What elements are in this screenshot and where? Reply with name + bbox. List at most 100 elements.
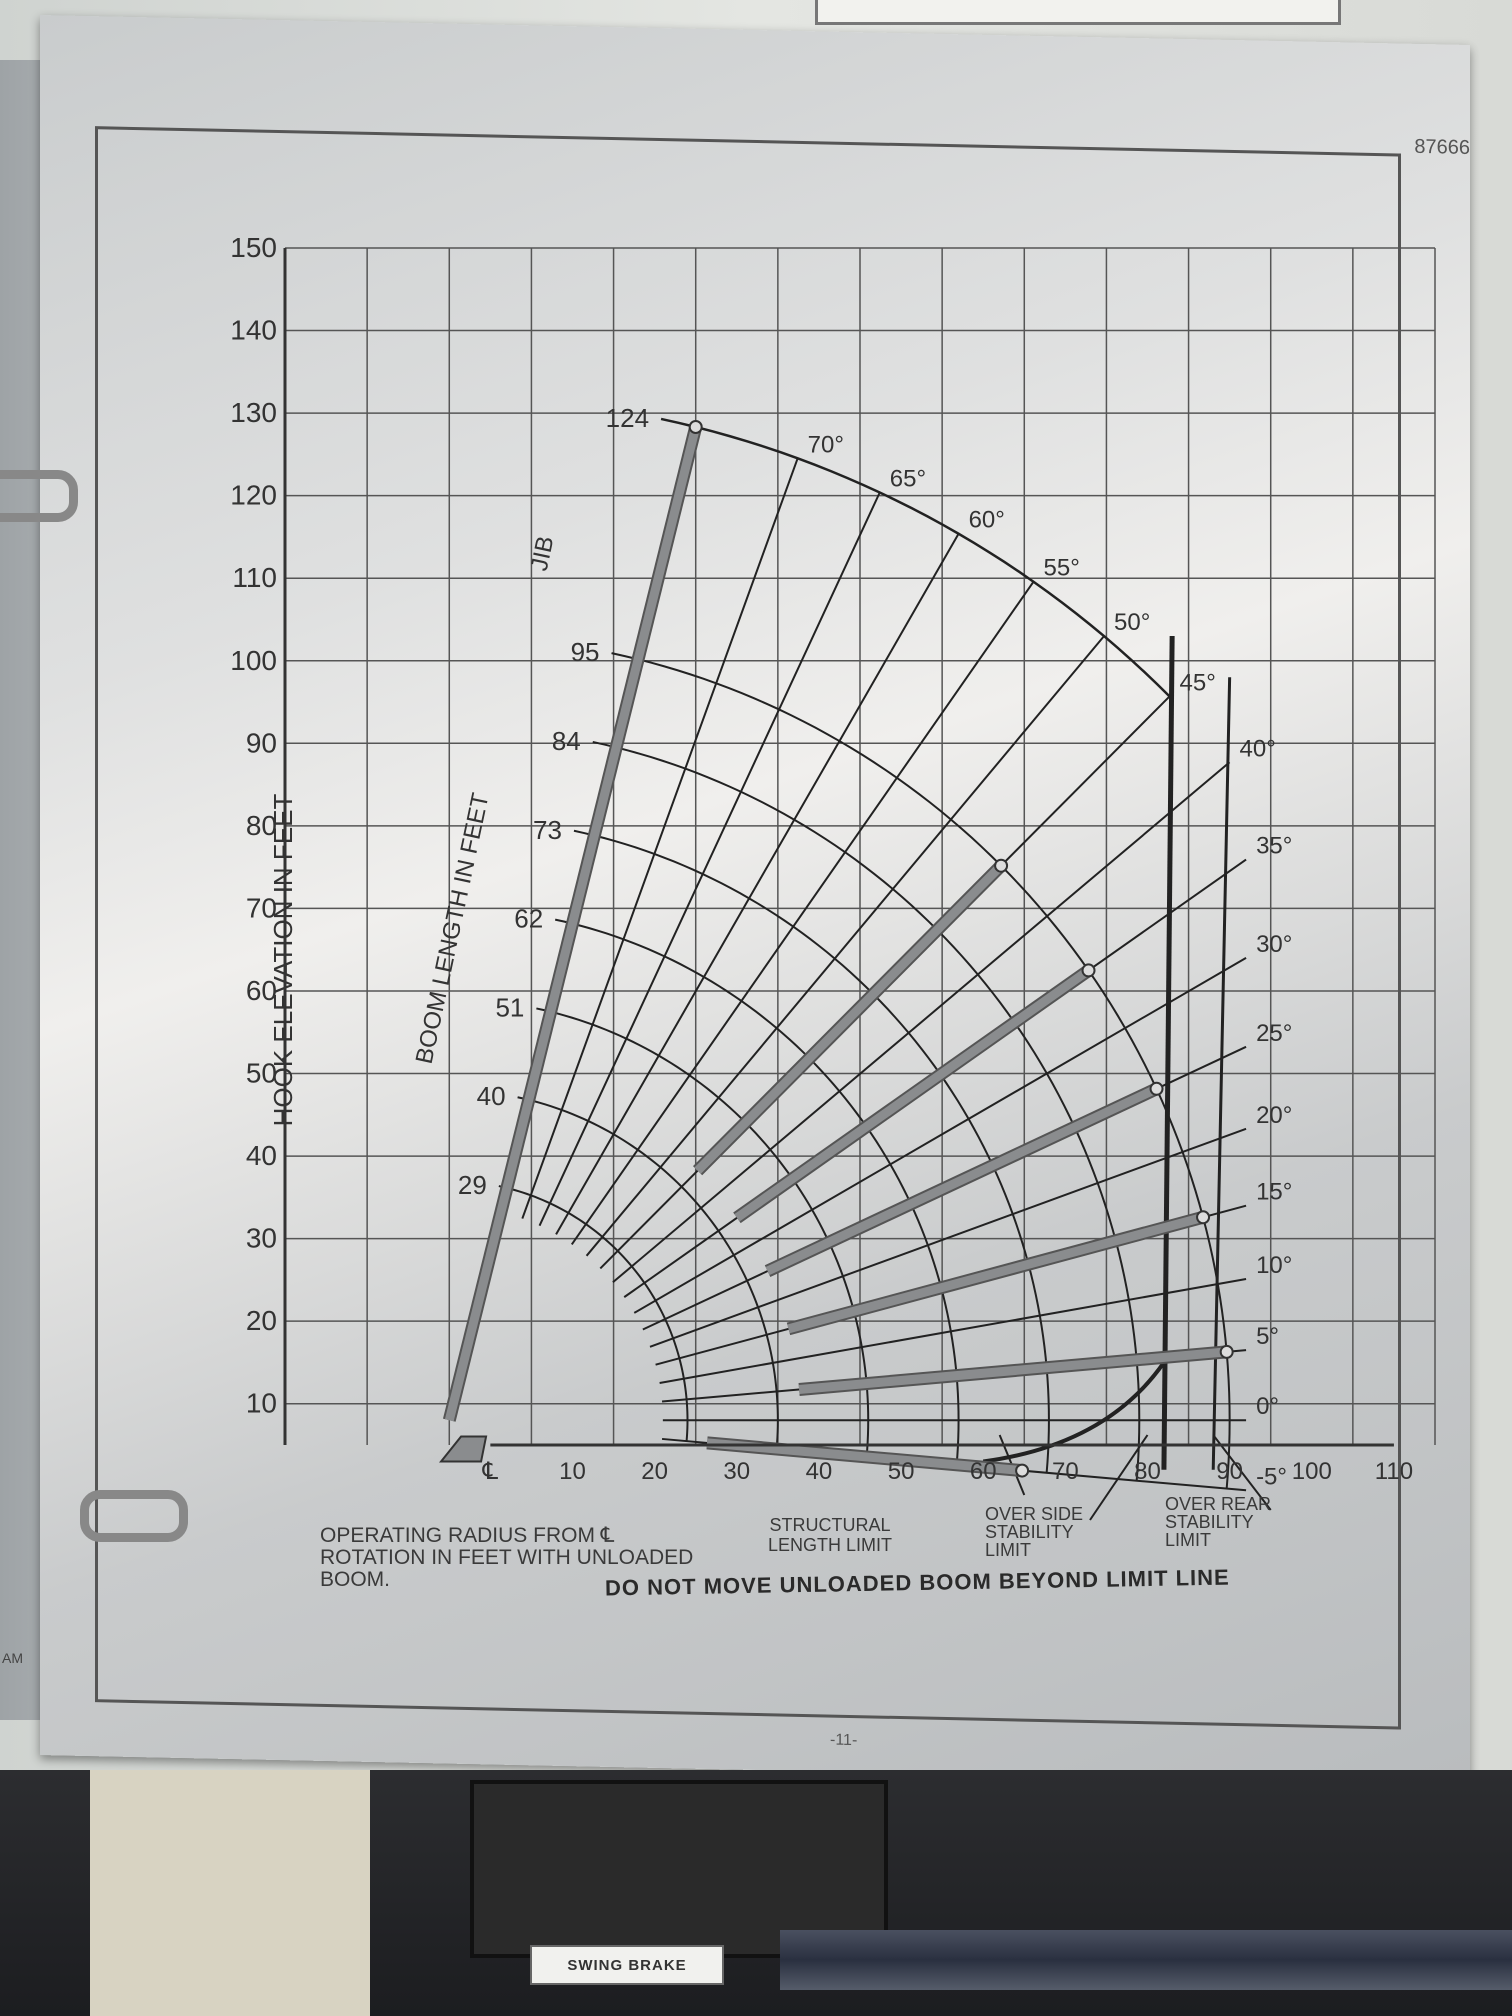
boom-tip	[1196, 1210, 1211, 1225]
boom-length-arc	[611, 652, 1231, 1489]
over-rear-limit-line	[1211, 677, 1232, 1470]
boom-tip	[994, 858, 1009, 873]
over-side-limit-leader	[1089, 1434, 1149, 1521]
boom-angle-label: 10°	[1256, 1252, 1292, 1279]
x-tick-label: 80	[1134, 1458, 1161, 1485]
boom-angle-line	[521, 457, 799, 1219]
boom-angle-label: 40°	[1240, 735, 1276, 762]
boom-length-label: 73	[533, 815, 562, 845]
boom-length-label: 95	[571, 637, 600, 667]
y-tick-label: 60	[246, 975, 277, 1006]
boom-tip	[1015, 1463, 1030, 1478]
structural-limit-line	[982, 1361, 1166, 1464]
boom-pivot-base	[438, 1435, 488, 1463]
boom-length-arc	[554, 918, 960, 1465]
over-rear-limit-label: OVER REAR STABILITY LIMIT	[1165, 1494, 1272, 1550]
y-tick-label: 40	[246, 1140, 277, 1171]
hinge-ring	[0, 470, 78, 522]
y-tick-label: 140	[230, 315, 277, 346]
x-tick-label: 110	[1375, 1458, 1413, 1485]
boom-angle-line	[555, 533, 960, 1235]
boom-length-label: 51	[495, 992, 524, 1022]
x-tick-label: 100	[1292, 1458, 1332, 1485]
y-tick-label: 20	[246, 1305, 277, 1336]
y-tick-label: 80	[246, 810, 277, 841]
boom-length-arc	[517, 1096, 779, 1450]
x-tick-label: 30	[723, 1458, 750, 1485]
boom-tip	[1219, 1344, 1234, 1359]
boom-tip	[1081, 963, 1096, 978]
y-axis-title: HOOK ELEVATION IN FEET	[268, 794, 298, 1127]
boom-angle-label: 5°	[1256, 1323, 1279, 1350]
over-side-limit-label: OVER SIDE STABILITY LIMIT	[985, 1504, 1084, 1560]
side-label: AM	[2, 1650, 23, 1666]
y-tick-label: 90	[246, 727, 277, 758]
y-tick-label: 10	[246, 1388, 277, 1419]
boom-length-label: 40	[477, 1081, 506, 1111]
boom-angle-label: 0°	[1256, 1393, 1279, 1420]
boom-angle-label: 65°	[890, 466, 926, 493]
y-tick-label: 120	[230, 480, 277, 511]
boom-angle-label: 70°	[808, 431, 844, 458]
dark-housing	[470, 1780, 888, 1958]
boom-angle-line	[538, 492, 881, 1227]
x-tick-label: 20	[641, 1458, 668, 1485]
x-tick-label: 40	[806, 1458, 833, 1485]
pipe	[780, 1930, 1512, 1990]
boom-length-arc	[660, 417, 1171, 698]
cream-panel	[90, 1770, 370, 2016]
swing-brake-label: SWING BRAKE	[530, 1945, 724, 1985]
y-tick-label: 110	[232, 562, 277, 593]
boom-length-label: 124	[606, 403, 649, 433]
boom-angle-label: 50°	[1114, 609, 1150, 636]
x-tick-label: ℄	[482, 1458, 499, 1485]
boom-angle-label: 45°	[1180, 669, 1216, 696]
boom-angle-label: -5°	[1256, 1463, 1287, 1490]
boom-length-arc	[498, 1185, 689, 1442]
y-tick-label: 30	[246, 1223, 277, 1254]
boom-position-fill	[734, 966, 1092, 1222]
boom-angle-label: 55°	[1044, 555, 1080, 582]
boom-position-fill	[765, 1084, 1159, 1276]
boom-length-label: 29	[458, 1170, 487, 1200]
boom-angle-label: 25°	[1256, 1020, 1292, 1047]
boom-position-fill	[787, 1212, 1205, 1334]
x-tick-label: 90	[1216, 1458, 1243, 1485]
y-tick-label: 130	[230, 397, 277, 428]
boom-angle-line	[585, 635, 1105, 1257]
boom-tip	[688, 419, 703, 434]
boom-angle-line	[570, 581, 1035, 1245]
jib-label: JIB	[526, 534, 560, 574]
over-side-limit-line	[1161, 635, 1175, 1470]
boom-length-label: 84	[552, 726, 581, 756]
boom-angle-line	[633, 957, 1247, 1314]
boom-angle-line	[649, 1127, 1247, 1348]
y-tick-label: 100	[230, 645, 277, 676]
y-tick-label: 70	[246, 892, 277, 923]
boom-angle-label: 20°	[1256, 1102, 1292, 1129]
x-tick-label: 60	[970, 1458, 997, 1485]
boom-length-label: 62	[514, 904, 543, 934]
x-tick-label: 10	[559, 1458, 586, 1485]
boom-position-fill	[706, 1438, 1023, 1476]
x-tick-label: 50	[888, 1458, 915, 1485]
boom-angle-line	[612, 761, 1231, 1284]
top-label-plate	[815, 0, 1341, 25]
x-tick-label: 70	[1052, 1458, 1079, 1485]
boom-tip	[1149, 1081, 1164, 1096]
boom-angle-line	[659, 1278, 1247, 1384]
boom-angle-label: 35°	[1256, 833, 1292, 860]
x-axis-title: OPERATING RADIUS FROM ℄ ROTATION IN FEET…	[320, 1524, 694, 1591]
boom-angle-label: 60°	[969, 507, 1005, 534]
boom-position-fill	[694, 862, 1005, 1174]
boom-angle-label: 15°	[1256, 1179, 1292, 1206]
boom-length-title: BOOM LENGTH IN FEET	[411, 790, 495, 1066]
boom-position-fill	[798, 1347, 1228, 1394]
y-tick-label: 150	[230, 232, 277, 263]
boom-length-arc	[536, 1007, 870, 1458]
boom-position-fill	[444, 425, 701, 1422]
boom-length-arc	[592, 740, 1141, 1481]
structural-limit-label: STRUCTURAL LENGTH LIMIT	[767, 1515, 892, 1555]
boom-angle-label: 30°	[1256, 931, 1292, 958]
